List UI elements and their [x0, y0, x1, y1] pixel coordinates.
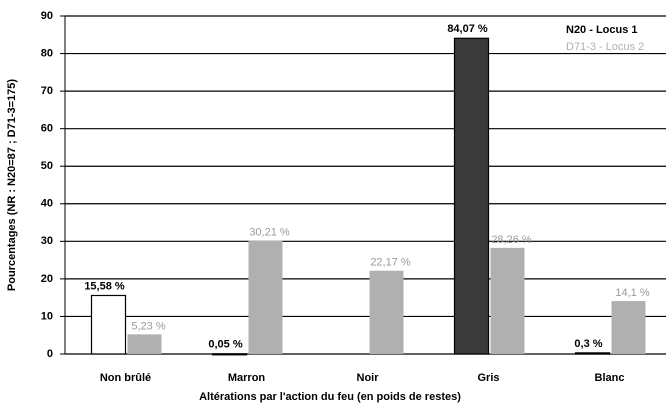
data-label: 0,05 % [208, 339, 242, 351]
y-tick-label: 30 [41, 235, 53, 247]
y-axis-title: Pourcentages (NR : N20=87 ; D71-3=175) [6, 79, 18, 291]
bar [248, 240, 283, 354]
bar [90, 294, 127, 355]
bar [369, 270, 404, 354]
bar [490, 247, 525, 354]
bar [453, 37, 490, 355]
y-tick-label: 50 [41, 160, 53, 172]
data-label: 15,58 % [84, 280, 125, 292]
data-label: 0,3 % [574, 338, 602, 350]
y-tick-label: 0 [47, 348, 53, 360]
y-tick-label: 40 [41, 198, 53, 210]
bar [611, 301, 646, 354]
data-label: 5,23 % [131, 320, 165, 332]
bar [127, 334, 162, 354]
y-tick-label: 20 [41, 273, 53, 285]
x-tick-label: Non brûlé [100, 372, 151, 384]
y-tick-label: 80 [41, 47, 53, 59]
data-label: 28,26 % [491, 234, 532, 246]
bar [574, 352, 611, 355]
x-tick-label: Gris [477, 372, 499, 384]
x-tick-label: Blanc [595, 372, 625, 384]
data-label: 22,17 % [370, 257, 411, 269]
legend-label: D71-3 - Locus 2 [566, 41, 644, 53]
y-tick-label: 60 [41, 123, 53, 135]
x-axis-title: Altérations par l'action du feu (en poid… [199, 391, 461, 403]
data-label: 30,21 % [249, 226, 290, 238]
x-tick-label: Marron [228, 372, 266, 384]
y-tick-label: 70 [41, 85, 53, 97]
legend-label: N20 - Locus 1 [566, 24, 638, 36]
bar [211, 353, 248, 356]
data-label: 14,1 % [615, 287, 649, 299]
x-tick-label: Noir [357, 372, 380, 384]
y-tick-label: 10 [41, 310, 53, 322]
y-tick-label: 90 [41, 10, 53, 22]
data-label: 84,07 % [447, 23, 488, 35]
